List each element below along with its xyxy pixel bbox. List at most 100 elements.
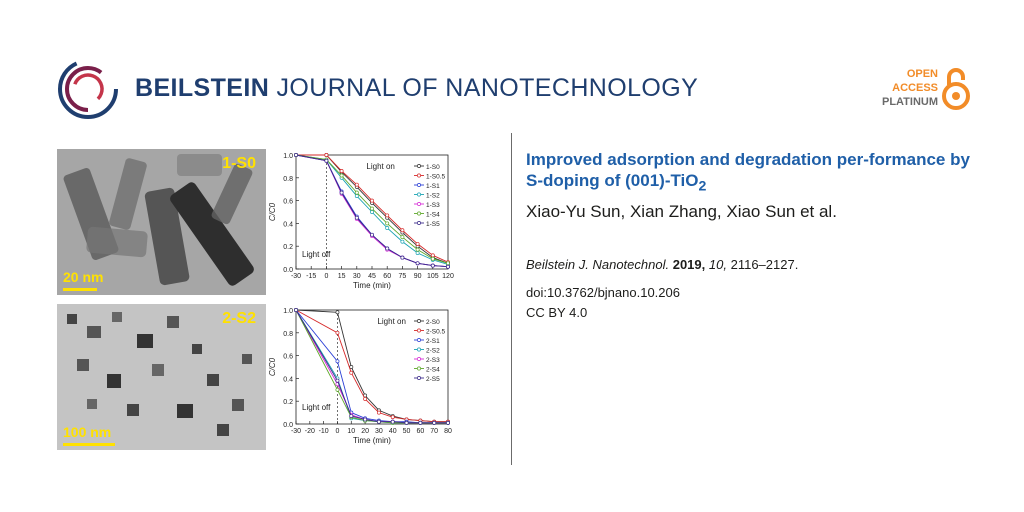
- x-tick-label: 30: [375, 428, 383, 435]
- data-point-2-S0.5: [335, 330, 340, 335]
- data-point-1-S5: [354, 215, 359, 220]
- series-line-1-S0.5: [296, 154, 449, 263]
- data-point-2-S5: [294, 308, 298, 312]
- legend-label-1-S5: 1-S5: [426, 221, 440, 228]
- y-tick-label: 0.0: [283, 422, 293, 429]
- data-point-2-S5: [349, 414, 354, 418]
- data-point-2-S5: [404, 420, 409, 425]
- article-authors: Xiao-Yu Sun, Xian Zhang, Xiao Sun et al.: [526, 202, 837, 221]
- data-point-1-S5: [324, 158, 329, 163]
- tem-top-scalebar: [63, 288, 97, 291]
- data-point-1-S5: [370, 232, 374, 237]
- data-point-1-S0.5: [324, 153, 329, 157]
- data-point-1-S0.5: [354, 182, 359, 187]
- legend-label-2-S2: 2-S2: [426, 348, 440, 355]
- y-tick-label: 1.0: [283, 153, 293, 160]
- x-tick-label: 105: [427, 273, 439, 280]
- data-point-1-S5: [400, 255, 405, 260]
- legend-label-1-S4: 1-S4: [426, 212, 440, 219]
- tem-bottom-scale: 100 nm: [63, 424, 112, 440]
- data-point-2-S1: [335, 359, 340, 364]
- tem-top-label: 1-S0: [222, 155, 256, 172]
- data-point-1-S0.5: [430, 253, 435, 258]
- divider: [511, 133, 512, 465]
- legend-marker-1-S5: [417, 221, 421, 225]
- legend-marker-1-S0.5: [417, 173, 421, 178]
- x-tick-label: 70: [430, 428, 438, 435]
- data-point-1-S4: [385, 221, 390, 226]
- y-axis-label: C/C0: [268, 202, 277, 221]
- y-tick-label: 0.4: [283, 376, 293, 383]
- data-point-2-S0.5: [390, 415, 395, 420]
- annotation-light-off: Light off: [302, 403, 331, 412]
- data-point-1-S2: [400, 239, 405, 244]
- data-point-1-S0.5: [370, 198, 374, 203]
- tem-bottom-scalebar: [63, 443, 115, 446]
- data-point-1-S5: [446, 264, 450, 269]
- data-point-2-S4: [335, 387, 340, 392]
- x-tick-label: 20: [361, 428, 369, 435]
- series-line-2-S5: [295, 309, 448, 424]
- degradation-chart-1: 0.0 0.2 0.4 0.6 0.8 1.0 -30 -15 0 15 30 45 60 75 90 105…: [268, 153, 454, 290]
- legend-marker-1-S4: [417, 211, 421, 216]
- x-tick-label: 120: [442, 273, 454, 280]
- data-point-2-S0.5: [349, 370, 354, 375]
- annotation-light-off: Light off: [302, 250, 331, 259]
- x-tick-label: 60: [416, 428, 424, 435]
- data-point-2-S0: [335, 310, 340, 315]
- legend-marker-2-S3: [417, 357, 421, 361]
- y-tick-label: 0.6: [283, 199, 293, 206]
- plot-frame: [295, 309, 449, 425]
- series-line-1-S2: [295, 154, 449, 265]
- legend-marker-2-S0.5: [417, 328, 421, 333]
- data-point-2-S5: [335, 378, 340, 383]
- article-citation: Beilstein J. Nanotechnol. 2019, 10, 2116…: [526, 257, 799, 272]
- beilstein-logo-icon: [58, 59, 118, 119]
- x-axis-label: Time (min): [353, 281, 391, 290]
- data-point-2-S5: [390, 419, 395, 424]
- x-tick-label: 50: [403, 428, 411, 435]
- x-tick-label: -30: [291, 428, 301, 435]
- x-tick-label: 60: [383, 273, 391, 280]
- x-tick-label: 0: [336, 428, 340, 435]
- legend-marker-1-S3: [417, 202, 421, 206]
- data-point-2-S5: [363, 417, 368, 422]
- series-line-2-S0.5: [295, 309, 448, 423]
- x-tick-label: 75: [399, 273, 407, 280]
- legend-label-1-S1: 1-S1: [426, 183, 440, 190]
- legend-label-2-S5: 2-S5: [426, 376, 440, 383]
- annotation-light-on: Light on: [366, 162, 394, 171]
- data-point-1-S4: [430, 256, 435, 261]
- data-point-1-S4: [339, 173, 344, 178]
- legend-label-1-S0.5: 1-S0.5: [426, 174, 446, 181]
- series-line-1-S5: [295, 154, 449, 268]
- data-point-1-S2: [415, 251, 420, 255]
- data-point-1-S5: [415, 261, 420, 266]
- legend-marker-2-S1: [417, 338, 421, 342]
- legend-label-2-S1: 2-S1: [426, 338, 440, 345]
- legend-label-2-S0: 2-S0: [426, 319, 440, 326]
- tem-image-bottom: 2-S2 100 nm: [57, 304, 266, 450]
- data-point-1-S2: [385, 226, 390, 230]
- legend-label-2-S0.5: 2-S0.5: [426, 329, 446, 336]
- data-point-1-S5: [339, 190, 344, 195]
- data-point-1-S4: [415, 247, 420, 252]
- data-point-2-S0.5: [363, 396, 368, 401]
- data-point-1-S5: [430, 263, 435, 268]
- legend-label-1-S2: 1-S2: [426, 193, 440, 200]
- data-point-1-S2: [354, 194, 359, 198]
- article-license: CC BY 4.0: [526, 305, 588, 320]
- journal-name: BEILSTEIN JOURNAL OF NANOTECHNOLOGY: [135, 74, 699, 102]
- tem-nanocubes-texture: [57, 304, 266, 450]
- open-access-badge: OPEN ACCESS PLATINUM: [880, 67, 970, 113]
- data-point-1-S2: [370, 210, 374, 214]
- tem-nanorods-texture: [57, 149, 266, 295]
- data-point-1-S4: [354, 190, 359, 195]
- x-tick-label: 90: [414, 273, 422, 280]
- x-tick-label: 45: [368, 273, 376, 280]
- degradation-chart-2: 0.0 0.2 0.4 0.6 0.8 1.0 -30 -20 -10 0 10 20 30 40 50 60…: [268, 308, 452, 445]
- data-point-2-S5: [446, 420, 450, 425]
- series-line-1-S4: [295, 154, 449, 264]
- x-tick-label: -10: [319, 428, 329, 435]
- y-tick-label: 0.8: [283, 331, 293, 338]
